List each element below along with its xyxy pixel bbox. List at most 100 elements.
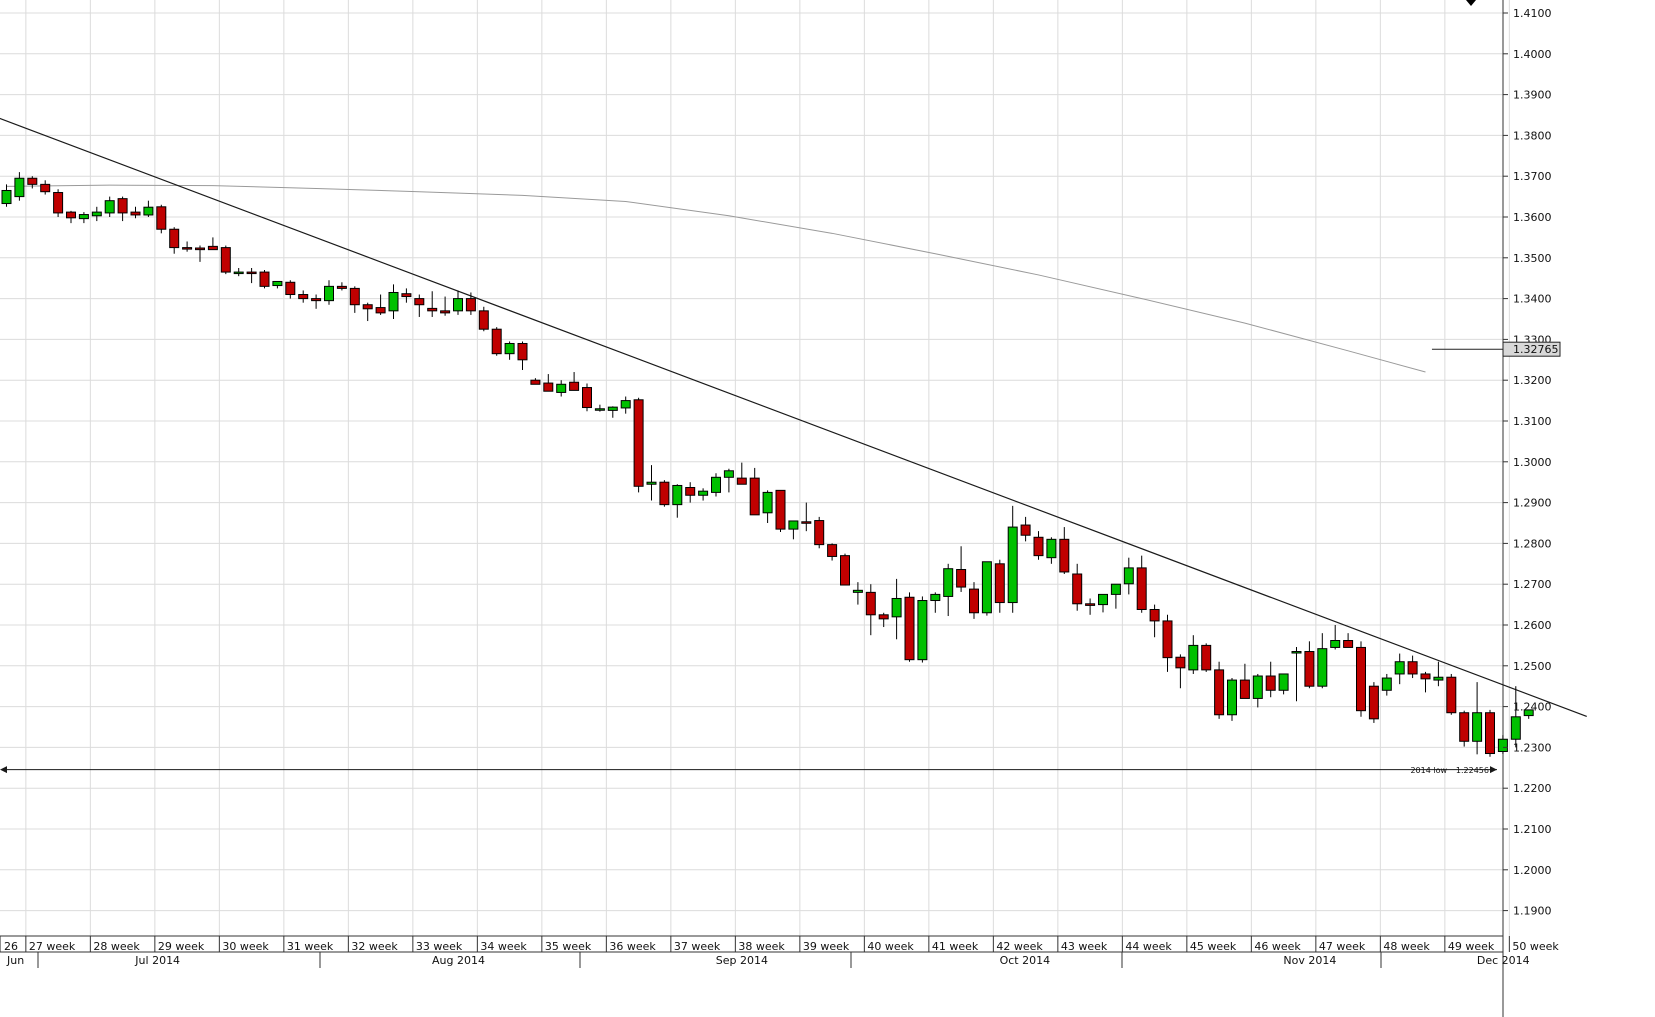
week-label: 36 week [609, 940, 656, 953]
candle-body-down [1368, 685, 1379, 720]
candle-body-down [1214, 669, 1225, 716]
candle [530, 378, 541, 385]
candle-body-down [1059, 538, 1070, 573]
candle [298, 290, 309, 303]
candle [775, 489, 786, 532]
candle-body-up [891, 597, 902, 618]
candle-body-down [956, 569, 967, 588]
candle-body-up [1278, 673, 1289, 691]
candle-body-up [1110, 583, 1121, 595]
candle-body-up [1497, 738, 1508, 752]
month-label: Nov 2014 [1283, 954, 1336, 967]
candle [1407, 655, 1418, 679]
candle [1368, 682, 1379, 723]
candle-body-down [349, 287, 360, 306]
candle-body-down [1149, 608, 1160, 622]
candle-body-up [1433, 676, 1444, 681]
candle [1098, 593, 1108, 613]
candle [1304, 641, 1315, 689]
candle [427, 291, 438, 317]
y-tick-label: 1.2900 [1513, 497, 1552, 510]
candle [336, 282, 347, 291]
arrow-right-icon [1490, 766, 1497, 774]
candle [672, 484, 683, 518]
candle [375, 294, 386, 315]
candle [685, 482, 696, 503]
week-label: 29 week [158, 940, 205, 953]
y-tick-label: 1.2600 [1513, 619, 1552, 632]
candle-body-down [1239, 679, 1250, 699]
y-tick-label: 1.2200 [1513, 782, 1552, 795]
candle-body-up [711, 476, 721, 493]
candle-body-up [453, 298, 463, 312]
candle [646, 465, 657, 501]
candle-body-down [775, 489, 786, 530]
candle-body-down [259, 271, 270, 287]
candle-body-down [1162, 620, 1173, 659]
candle [14, 172, 25, 201]
y-tick-label: 1.3600 [1513, 211, 1552, 224]
candle-body-down [840, 555, 850, 586]
candle-body-up [91, 211, 102, 217]
candle [1007, 505, 1018, 613]
candle [1149, 604, 1160, 638]
candle [698, 488, 709, 501]
candle-body-up [943, 568, 954, 597]
month-label: Jul 2014 [134, 954, 180, 967]
candle [1523, 709, 1534, 719]
candle [1136, 555, 1147, 613]
candle-body-down [1356, 646, 1366, 712]
candle [981, 561, 992, 616]
candle [943, 563, 954, 617]
candle-body-down [969, 588, 979, 614]
candle-body-up [104, 200, 115, 214]
y-tick-label: 1.2100 [1513, 823, 1552, 836]
trendline-segment [0, 117, 1587, 717]
candle-body-down [633, 399, 644, 487]
candle [272, 280, 283, 289]
candle [1085, 598, 1096, 615]
candle-body-down [53, 192, 64, 214]
candle [1381, 673, 1392, 696]
candle [1420, 671, 1431, 693]
candle [1059, 527, 1070, 574]
candle-body-up [388, 291, 399, 312]
week-label: 37 week [674, 940, 721, 953]
candle-body-up [14, 177, 25, 198]
y-tick-label: 1.2500 [1513, 660, 1552, 673]
candle-body-down [478, 310, 489, 330]
candle-body-up [78, 214, 89, 220]
candle [1, 184, 12, 207]
candle-body-up [1046, 538, 1057, 559]
candle [440, 296, 451, 316]
y-tick-label: 1.4100 [1513, 7, 1552, 20]
candle [1317, 633, 1328, 689]
candle [594, 404, 605, 412]
time-axis: 26 27 week 28 week 29 week 30 week 31 week 32 … [0, 936, 1559, 968]
ma-line [6, 184, 1426, 373]
candle-body-up [1330, 640, 1341, 648]
low-line-label: 2014 low [1410, 766, 1447, 775]
candle [40, 180, 51, 195]
week-label: 50 week [1512, 940, 1559, 953]
week-label: 43 week [1061, 940, 1108, 953]
candle-body-down [440, 310, 451, 314]
candle-body-up [930, 593, 941, 602]
candle [865, 584, 876, 636]
candle-body-up [698, 490, 709, 496]
candles [1, 172, 1534, 757]
candle [246, 268, 257, 284]
candle [156, 204, 167, 234]
week-label: 44 week [1125, 940, 1172, 953]
candle-body-down [375, 307, 386, 314]
candle-body-up [233, 271, 244, 275]
candle [1510, 686, 1521, 748]
candle-body-down [246, 271, 257, 275]
price-axis: 1.4100 1.4000 1.3900 1.3800 1.3700 1.3600 1.35… [1466, 0, 1552, 918]
candle [1123, 557, 1134, 595]
candle [388, 284, 399, 319]
current-price-box-bg [1502, 341, 1561, 357]
candle [840, 553, 850, 586]
candle-body-down [298, 294, 309, 300]
candle-body-up [272, 280, 283, 287]
